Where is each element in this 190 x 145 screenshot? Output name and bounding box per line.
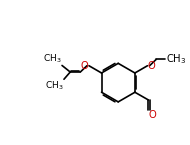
Text: CH$_3$: CH$_3$ (166, 53, 186, 66)
Text: O: O (81, 61, 89, 71)
Text: CH$_3$: CH$_3$ (45, 79, 64, 92)
Text: O: O (149, 110, 157, 120)
Text: O: O (148, 61, 156, 71)
Text: CH$_3$: CH$_3$ (43, 53, 62, 65)
